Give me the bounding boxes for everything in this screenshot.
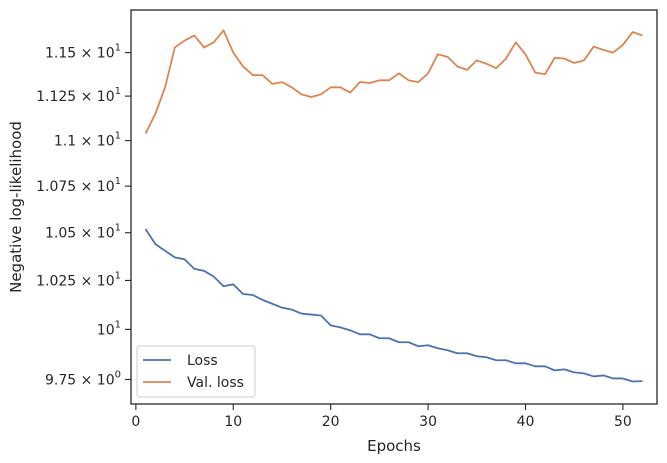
- x-tick-label: 50: [614, 414, 632, 430]
- x-tick-label: 0: [131, 414, 140, 430]
- x-tick-label: 20: [322, 414, 340, 430]
- x-tick-label: 40: [517, 414, 535, 430]
- y-axis: 9.75 × 100 101 1.025 × 101 1.05 × 101 1.075 …: [36, 43, 131, 388]
- x-axis: 0 10 20 30 40 50: [131, 404, 632, 430]
- y-tick-label: 1.025 × 101: [36, 270, 121, 289]
- series-lines: [144, 29, 643, 383]
- legend-label-loss: Loss: [187, 353, 218, 369]
- plot-area: [130, 9, 658, 405]
- y-axis-label: Negative log-likelihood: [7, 121, 25, 293]
- legend-label-val-loss: Val. loss: [187, 375, 244, 391]
- y-tick-label: 101: [97, 319, 121, 338]
- y-tick-label: 1.05 × 101: [45, 223, 121, 242]
- y-tick-label: 9.75 × 100: [45, 369, 121, 388]
- y-tick-label: 1.15 × 101: [45, 43, 121, 62]
- axes-frame: [130, 9, 658, 405]
- y-tick-label: 1.1 × 101: [54, 131, 121, 150]
- x-tick-label: 10: [224, 414, 242, 430]
- y-tick-label: 1.125 × 101: [36, 86, 121, 105]
- legend: Loss Val. loss: [136, 345, 256, 398]
- series-line-val-loss: [144, 29, 643, 134]
- legend-box: [136, 345, 256, 398]
- series-line-loss: [144, 228, 643, 383]
- x-axis-label: Epochs: [367, 437, 421, 455]
- y-tick-label: 1.075 × 101: [36, 176, 121, 195]
- x-tick-label: 30: [419, 414, 437, 430]
